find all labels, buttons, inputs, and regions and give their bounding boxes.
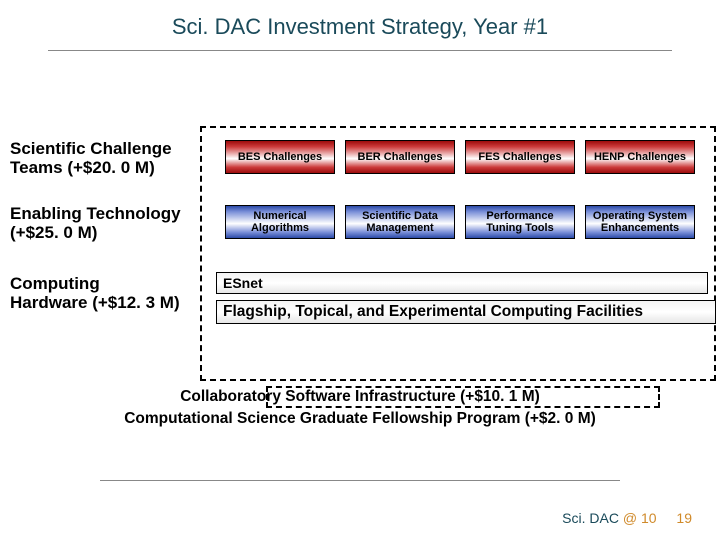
os-enhancements-box: Operating System Enhancements	[585, 205, 695, 239]
label-line: Computing	[10, 274, 100, 293]
ber-challenges-box: BER Challenges	[345, 140, 455, 174]
title-rule	[48, 50, 672, 51]
performance-tuning-box: Performance Tuning Tools	[465, 205, 575, 239]
computing-hardware-label: Computing Hardware (+$12. 3 M)	[10, 275, 180, 312]
label-line: Teams (+$20. 0 M)	[10, 158, 155, 177]
bes-challenges-box: BES Challenges	[225, 140, 335, 174]
numerical-algorithms-box: Numerical Algorithms	[225, 205, 335, 239]
scientific-challenge-boxes: BES Challenges BER Challenges FES Challe…	[225, 140, 695, 174]
scientific-data-mgmt-box: Scientific Data Management	[345, 205, 455, 239]
fellowship-text: Computational Science Graduate Fellowshi…	[0, 410, 720, 428]
esnet-box: ESnet	[216, 272, 708, 294]
fes-challenges-box: FES Challenges	[465, 140, 575, 174]
footer-page: 19	[676, 510, 692, 526]
footer: Sci. DAC @ 10 19	[562, 510, 692, 526]
footer-brandsub: @ 10	[619, 510, 657, 526]
label-line: (+$25. 0 M)	[10, 223, 97, 242]
collaboratory-text: Collaboratory Software Infrastructure (+…	[0, 388, 720, 406]
enabling-technology-label: Enabling Technology (+$25. 0 M)	[10, 205, 181, 242]
footer-brand: Sci. DAC	[562, 510, 619, 526]
page-title: Sci. DAC Investment Strategy, Year #1	[0, 0, 720, 46]
label-line: Hardware (+$12. 3 M)	[10, 293, 180, 312]
facilities-box: Flagship, Topical, and Experimental Comp…	[216, 300, 716, 324]
label-line: Enabling Technology	[10, 204, 181, 223]
henp-challenges-box: HENP Challenges	[585, 140, 695, 174]
label-line: Scientific Challenge	[10, 139, 172, 158]
enabling-technology-boxes: Numerical Algorithms Scientific Data Man…	[225, 205, 695, 239]
bottom-rule	[100, 480, 620, 481]
scientific-challenge-label: Scientific Challenge Teams (+$20. 0 M)	[10, 140, 172, 177]
